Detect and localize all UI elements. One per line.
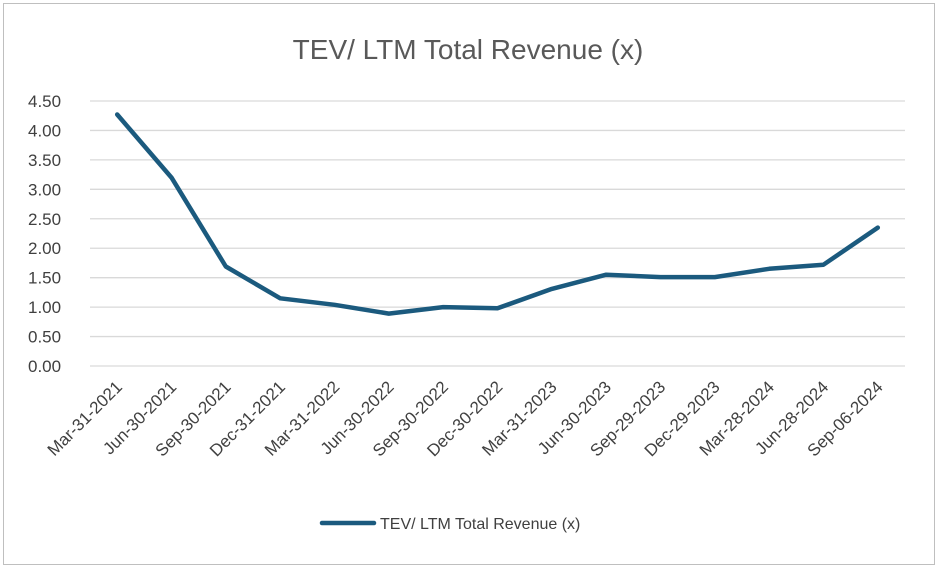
y-tick-label: 3.50: [28, 151, 61, 170]
y-tick-label: 2.00: [28, 239, 61, 258]
series-layer: [114, 112, 881, 316]
y-tick-label: 1.00: [28, 298, 61, 317]
y-tick-label: 2.50: [28, 210, 61, 229]
series-line[interactable]: [114, 112, 881, 316]
y-tick-label: 0.00: [28, 357, 61, 376]
legend[interactable]: TEV/ LTM Total Revenue (x): [319, 516, 580, 533]
y-tick-label: 3.00: [28, 180, 61, 199]
y-tick-label: 4.00: [28, 121, 61, 140]
y-axis-tick-labels: 0.00 0.50 1.00 1.50 2.00 2.50 3.00 3.50 4.00 4.50: [28, 92, 61, 376]
x-axis-tick-labels: Mar-31-2021Jun-30-2021Sep-30-2021Dec-31-…: [44, 377, 887, 460]
y-tick-label: 0.50: [28, 328, 61, 347]
y-tick-label: 4.50: [28, 92, 61, 111]
gridlines: [90, 100, 905, 367]
y-tick-label: 1.50: [28, 269, 61, 288]
legend-label: TEV/ LTM Total Revenue (x): [380, 516, 580, 533]
chart-frame: [3, 3, 935, 565]
chart-title: TEV/ LTM Total Revenue (x): [293, 34, 644, 65]
